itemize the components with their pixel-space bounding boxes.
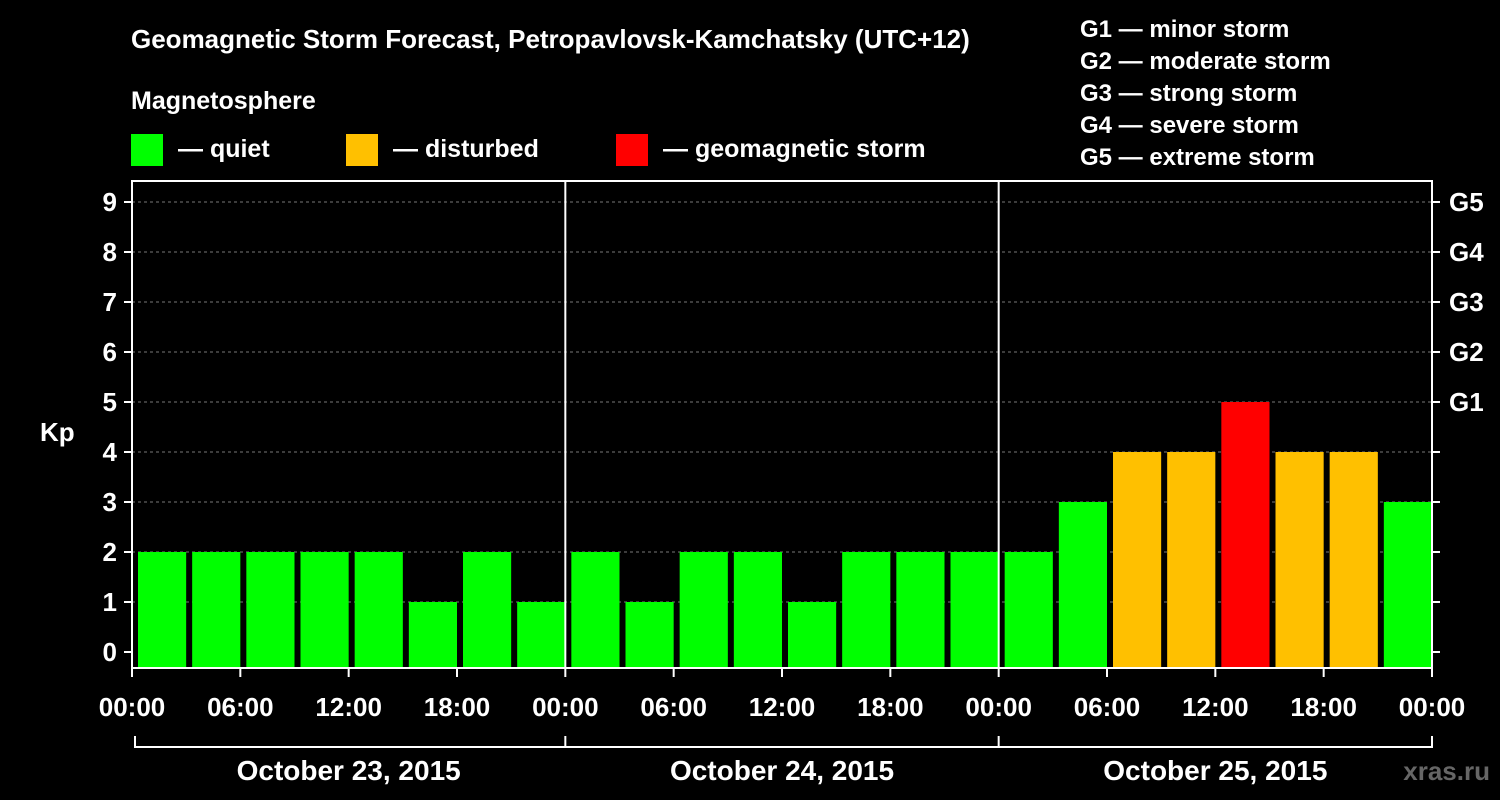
storm-level-label: G2	[1449, 337, 1484, 367]
x-axis-ticks: 00:00 06:00 12:00 18:00 00:00 06:00 12:00 18:00…	[99, 668, 1466, 722]
y-tick-label: 6	[103, 337, 117, 367]
storm-scale-list: G1 — minor storm G2 — moderate storm G3 — …	[1080, 16, 1331, 171]
kp-bar	[300, 552, 349, 668]
x-tick-label: 06:00	[640, 692, 707, 722]
kp-bar	[192, 552, 241, 668]
storm-scale-item: G4 — severe storm	[1080, 112, 1299, 139]
y-tick-label: 4	[103, 437, 118, 467]
kp-bar	[408, 602, 457, 668]
storm-level-label: G1	[1449, 387, 1484, 417]
kp-bar	[842, 552, 891, 668]
storm-level-axis: G1 G2 G3 G4 G5	[1432, 187, 1484, 653]
y-tick-label: 5	[103, 387, 117, 417]
storm-level-label: G4	[1449, 237, 1484, 267]
day-labels: October 23, 2015 October 24, 2015 October …	[134, 736, 1433, 786]
kp-bar	[1329, 452, 1378, 668]
legend-swatch	[346, 134, 378, 166]
x-tick-label: 18:00	[857, 692, 924, 722]
kp-bar	[1167, 452, 1216, 668]
storm-scale-item: G2 — moderate storm	[1080, 48, 1331, 75]
kp-bar	[354, 552, 403, 668]
kp-bar	[571, 552, 620, 668]
kp-bar	[733, 552, 782, 668]
day-label: October 25, 2015	[1103, 755, 1327, 786]
y-tick-label: 1	[103, 587, 117, 617]
legend-label: — geomagnetic storm	[663, 135, 926, 163]
y-axis-label: Kp	[40, 417, 75, 447]
x-tick-label: 06:00	[1074, 692, 1141, 722]
x-tick-label: 00:00	[99, 692, 166, 722]
y-tick-label: 3	[103, 487, 117, 517]
watermark: xras.ru	[1403, 756, 1490, 786]
kp-bar	[788, 602, 837, 668]
kp-bar	[517, 602, 566, 668]
kp-bar	[1113, 452, 1162, 668]
kp-bar	[625, 602, 674, 668]
legend-swatch	[131, 134, 163, 166]
kp-bar	[1004, 552, 1053, 668]
legend-label: — quiet	[178, 135, 270, 163]
x-tick-label: 00:00	[965, 692, 1032, 722]
x-tick-label: 00:00	[1399, 692, 1466, 722]
y-tick-label: 2	[103, 537, 117, 567]
x-tick-label: 12:00	[315, 692, 382, 722]
kp-bar	[246, 552, 295, 668]
kp-bar	[138, 552, 187, 668]
storm-scale-item: G5 — extreme storm	[1080, 144, 1315, 171]
kp-bar	[1058, 502, 1107, 668]
kp-bar	[1383, 502, 1432, 668]
x-tick-label: 18:00	[1290, 692, 1357, 722]
x-tick-label: 06:00	[207, 692, 274, 722]
kp-bar	[896, 552, 945, 668]
x-tick-label: 12:00	[1182, 692, 1249, 722]
y-tick-label: 8	[103, 237, 117, 267]
y-tick-label: 7	[103, 287, 117, 317]
legend-title: Magnetosphere	[131, 87, 316, 115]
x-tick-label: 00:00	[532, 692, 599, 722]
kp-bar	[679, 552, 728, 668]
x-tick-label: 12:00	[749, 692, 816, 722]
legend: — quiet — disturbed — geomagnetic storm	[131, 134, 926, 166]
y-tick-label: 9	[103, 187, 117, 217]
bars	[138, 402, 1432, 668]
kp-bar	[950, 552, 999, 668]
legend-label: — disturbed	[393, 135, 539, 163]
kp-bar	[463, 552, 512, 668]
y-axis-ticks: 0 1 2 3 4 5 6 7 8 9	[103, 187, 132, 667]
x-tick-label: 18:00	[424, 692, 491, 722]
kp-bar	[1275, 452, 1324, 668]
day-label: October 23, 2015	[237, 755, 461, 786]
storm-scale-item: G1 — minor storm	[1080, 16, 1289, 43]
kp-bar	[1221, 402, 1270, 668]
storm-scale-item: G3 — strong storm	[1080, 80, 1297, 107]
storm-level-label: G3	[1449, 287, 1484, 317]
day-label: October 24, 2015	[670, 755, 894, 786]
storm-level-label: G5	[1449, 187, 1484, 217]
chart-title: Geomagnetic Storm Forecast, Petropavlovs…	[131, 24, 970, 54]
y-tick-label: 0	[103, 637, 117, 667]
legend-swatch	[616, 134, 648, 166]
